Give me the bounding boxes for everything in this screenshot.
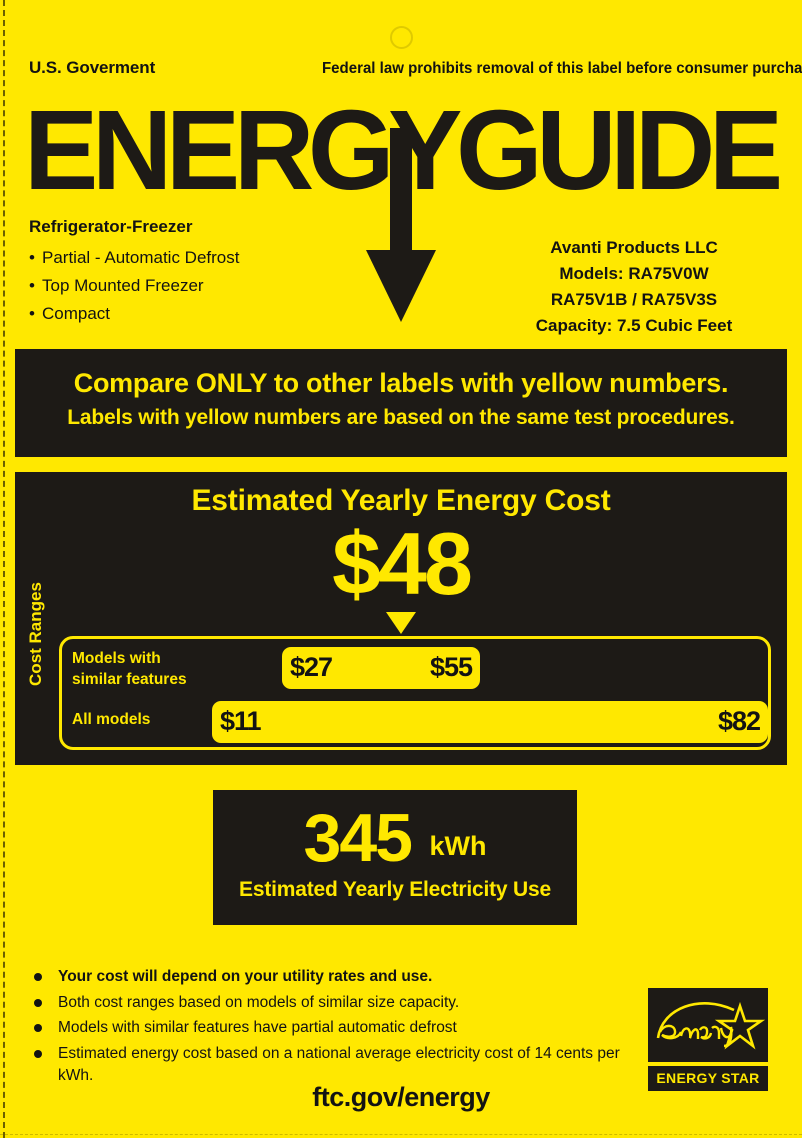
footnote-text: Models with similar features have partia… xyxy=(58,1019,457,1036)
compare-banner: Compare ONLY to other labels with yellow… xyxy=(15,349,787,457)
product-feature-list: • Partial - Automatic Defrost • Top Mounte… xyxy=(29,244,239,328)
government-label: U.S. Goverment xyxy=(29,58,156,77)
model-numbers-line1: Models: RA75V0W xyxy=(559,264,709,283)
range-label: All models xyxy=(72,709,222,730)
energy-star-logo: ENERGY STAR xyxy=(648,988,768,1091)
feature-label: Compact xyxy=(42,304,111,323)
list-item: • Top Mounted Freezer xyxy=(29,272,239,300)
electricity-use-value: 345 xyxy=(303,800,413,876)
federal-law-notice: Federal law prohibits removal of this la… xyxy=(322,60,802,77)
page-title: Estimated Yearly Energy Cost xyxy=(191,484,611,517)
bullet-icon: • xyxy=(29,248,35,267)
cost-ranges-box: Models with similar features $27 $55 All… xyxy=(59,636,771,750)
compare-subline: Labels with yellow numbers are based on … xyxy=(67,406,735,429)
bullet-icon: • xyxy=(29,304,35,323)
punch-hole-icon xyxy=(390,26,413,49)
energy-star-wordmark-bar: ENERGY STAR xyxy=(648,1066,768,1091)
cost-ranges-vertical-label: Cost Ranges xyxy=(26,582,45,686)
feature-label: Partial - Automatic Defrost xyxy=(42,248,240,267)
list-item: • Compact xyxy=(29,300,239,328)
down-arrow-icon xyxy=(366,128,436,322)
perforation-left-edge xyxy=(3,0,5,1138)
footnote-text: Both cost ranges based on models of simi… xyxy=(58,993,460,1011)
range-label: Models with similar features xyxy=(72,648,222,690)
range-high-value: $82 xyxy=(717,706,761,736)
estimated-cost-panel: Estimated Yearly Energy Cost $48 Cost Ra… xyxy=(15,472,787,765)
cost-range-row-all-models: All models $11 $82 xyxy=(62,695,768,743)
capacity-label: Capacity: 7.5 Cubic Feet xyxy=(535,316,733,335)
triangle-down-icon xyxy=(386,612,416,634)
list-item: Both cost ranges based on models of simi… xyxy=(32,992,632,1015)
list-item: Your cost will depend on your utility ra… xyxy=(32,966,632,989)
manufacturer-block: Avanti Products LLC Models: RA75V0W RA75… xyxy=(484,235,784,339)
estimated-yearly-cost-value: $48 xyxy=(332,514,473,613)
arrow-shaft xyxy=(390,128,412,260)
range-high-value: $55 xyxy=(429,652,473,682)
bullet-icon xyxy=(34,1049,42,1058)
footnote-text: Your cost will depend on your utility ra… xyxy=(58,968,433,985)
electricity-use-unit: kWh xyxy=(429,831,487,861)
energy-star-script-icon xyxy=(656,1001,766,1050)
model-numbers-line2: RA75V1B / RA75V3S xyxy=(550,290,718,309)
cost-range-row-similar-features: Models with similar features $27 $55 xyxy=(62,645,768,693)
compare-headline: Compare ONLY to other labels with yellow… xyxy=(73,368,729,398)
range-low-value: $11 xyxy=(220,706,262,736)
list-item: • Partial - Automatic Defrost xyxy=(29,244,239,272)
electricity-value-row: 345 kWh xyxy=(213,804,577,872)
manufacturer-name: Avanti Products LLC xyxy=(550,238,718,257)
list-item: Estimated energy cost based on a nationa… xyxy=(32,1043,632,1088)
bullet-icon xyxy=(34,973,42,981)
bullet-icon: • xyxy=(29,276,35,295)
bullet-icon xyxy=(34,998,42,1007)
ftc-website-url[interactable]: ftc.gov/energy xyxy=(312,1082,490,1112)
range-bar-similar-features: $27 $55 xyxy=(282,647,480,689)
range-bar-all-models: $11 $82 xyxy=(212,701,768,743)
range-label-line2: similar features xyxy=(72,671,187,688)
list-item: Models with similar features have partia… xyxy=(32,1017,632,1040)
arrow-head xyxy=(366,250,436,322)
range-low-value: $27 xyxy=(290,652,333,682)
cost-position-marker xyxy=(15,612,787,639)
footnote-list: Your cost will depend on your utility ra… xyxy=(32,966,632,1091)
range-label-line1: Models with xyxy=(72,650,161,667)
electricity-use-caption: Estimated Yearly Electricity Use xyxy=(239,878,551,901)
range-label-line1: All models xyxy=(72,711,151,728)
feature-label: Top Mounted Freezer xyxy=(42,276,204,295)
bullet-icon xyxy=(34,1024,42,1032)
electricity-use-panel: 345 kWh Estimated Yearly Electricity Use xyxy=(213,790,577,925)
perforation-bottom-edge xyxy=(0,1134,802,1135)
product-type: Refrigerator-Freezer xyxy=(29,217,193,236)
footnote-text: Estimated energy cost based on a nationa… xyxy=(58,1044,620,1085)
energy-star-wordmark: ENERGY STAR xyxy=(656,1070,760,1086)
